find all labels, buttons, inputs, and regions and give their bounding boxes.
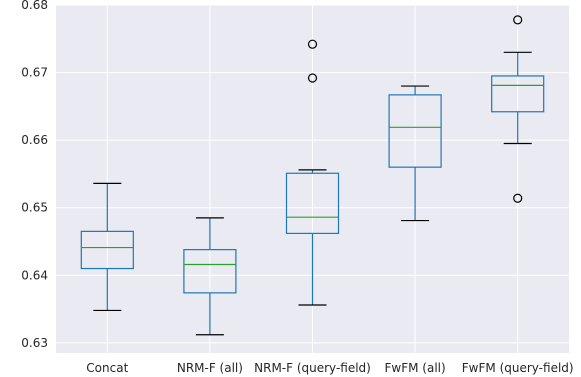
box-group-4 xyxy=(491,15,545,203)
box-group-2 xyxy=(285,39,340,306)
y-tick-label: 0.67 xyxy=(21,66,48,80)
box-iqr xyxy=(388,94,442,168)
box-iqr xyxy=(285,172,340,234)
box-group-1 xyxy=(183,217,237,336)
outlier-point xyxy=(513,15,523,25)
box-group-0 xyxy=(80,182,134,312)
box-iqr xyxy=(491,75,545,113)
box-iqr xyxy=(80,230,134,270)
box-group-3 xyxy=(388,85,442,222)
y-tick-label: 0.68 xyxy=(21,0,48,12)
y-tick-label: 0.63 xyxy=(21,336,48,350)
x-axis: Concat NRM-F (all) NRM-F (query-field) FwFM… xyxy=(86,361,573,375)
outlier-point xyxy=(513,193,523,203)
y-tick-label: 0.64 xyxy=(21,268,48,282)
x-tick-label: NRM-F (all) xyxy=(177,361,243,375)
x-tick-label: FwFM (all) xyxy=(385,361,446,375)
box-iqr xyxy=(183,249,237,294)
x-tick-label: FwFM (query-field) xyxy=(462,361,574,375)
y-tick-label: 0.66 xyxy=(21,133,48,147)
outlier-point xyxy=(307,39,318,49)
outlier-point xyxy=(307,73,318,83)
x-tick-label: Concat xyxy=(86,361,128,375)
boxes-layer xyxy=(80,15,545,336)
x-tick-label: NRM-F (query-field) xyxy=(254,361,371,375)
y-tick-label: 0.65 xyxy=(21,201,48,215)
y-axis: 0.63 0.64 0.65 0.66 0.67 0.68 xyxy=(21,0,48,350)
